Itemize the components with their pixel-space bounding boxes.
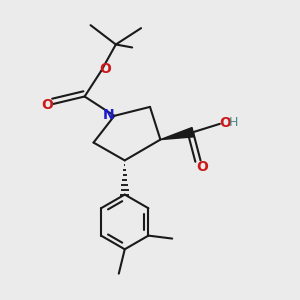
Text: O: O	[100, 62, 111, 76]
Text: H: H	[229, 116, 238, 130]
Text: O: O	[219, 116, 231, 130]
Text: O: O	[196, 160, 208, 174]
Text: O: O	[41, 98, 53, 112]
Text: N: N	[103, 108, 115, 122]
Polygon shape	[160, 128, 194, 140]
